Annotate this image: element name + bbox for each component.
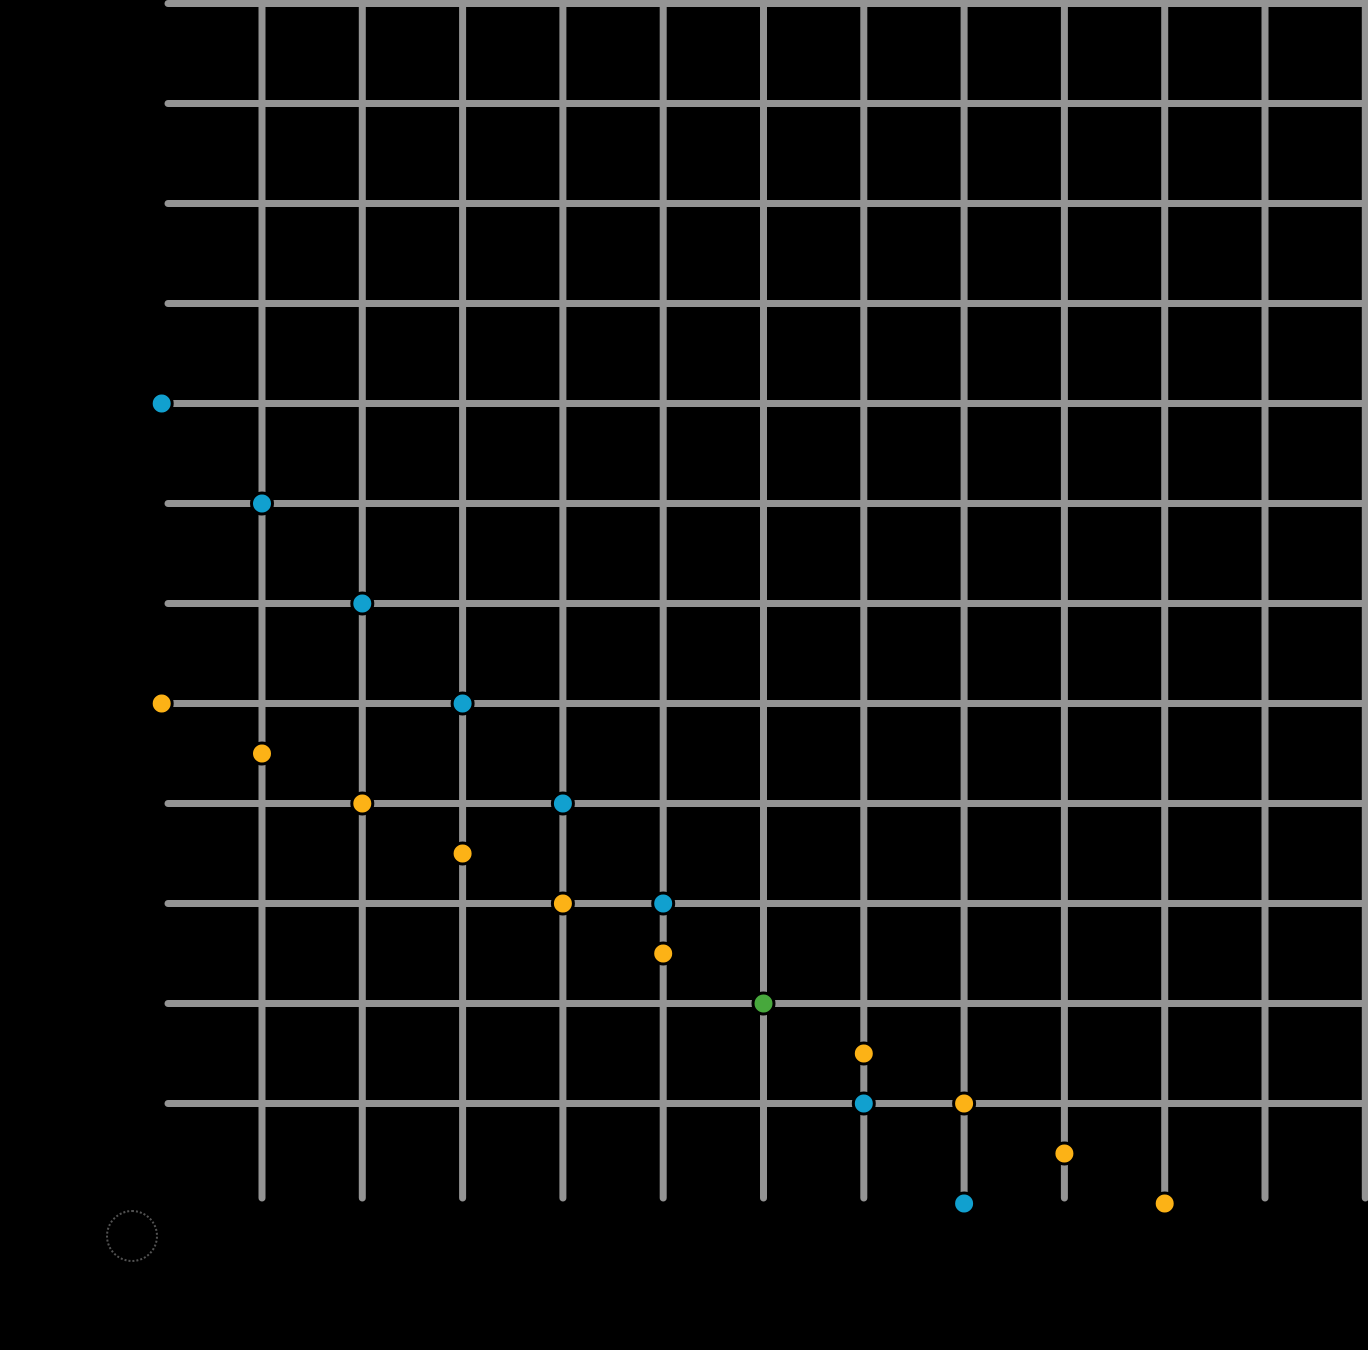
data-point-orange-series[interactable]	[450, 841, 475, 866]
data-point-blue-series[interactable]	[450, 691, 475, 716]
data-point-blue-series[interactable]	[651, 891, 676, 916]
data-point-blue-series[interactable]	[250, 491, 274, 516]
data-point-orange-series[interactable]	[651, 941, 676, 966]
data-point-intersection-point-series[interactable]	[751, 991, 776, 1016]
data-point-orange-series[interactable]	[1052, 1141, 1077, 1166]
data-point-blue-series[interactable]	[149, 391, 174, 416]
data-point-blue-series[interactable]	[350, 591, 375, 616]
data-point-orange-series[interactable]	[149, 691, 174, 716]
data-point-blue-series[interactable]	[550, 791, 575, 816]
data-point-orange-series[interactable]	[350, 791, 375, 816]
zoom-circle-icon[interactable]	[106, 1210, 158, 1262]
data-point-blue-series[interactable]	[851, 1091, 876, 1116]
data-point-orange-series[interactable]	[550, 891, 575, 916]
data-point-orange-series[interactable]	[250, 741, 274, 766]
data-point-orange-series[interactable]	[1152, 1191, 1177, 1216]
data-point-orange-series[interactable]	[952, 1091, 977, 1116]
data-point-orange-series[interactable]	[851, 1041, 876, 1066]
data-point-blue-series[interactable]	[952, 1191, 977, 1216]
